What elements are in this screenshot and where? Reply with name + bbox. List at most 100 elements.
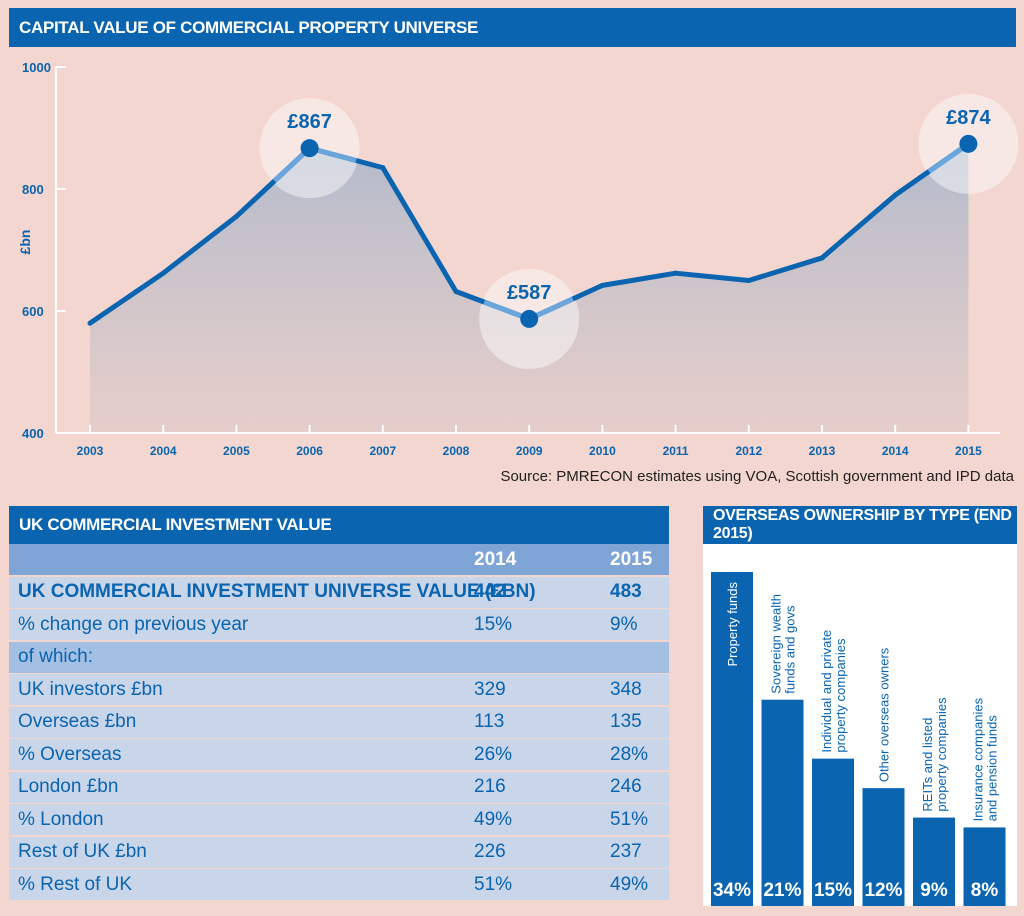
ownership-bar (913, 817, 955, 906)
table-column-header: 2014 (474, 548, 517, 570)
y-tick-label: 600 (22, 304, 44, 319)
value-2015: 246 (610, 776, 642, 797)
line-chart-title: CAPITAL VALUE OF COMMERCIAL PROPERTY UNI… (9, 8, 1016, 47)
table-row: UK investors £bn 329 348 (9, 674, 669, 705)
value-2014: 26% (474, 743, 513, 765)
bar-category-label: Individual and private property companies (819, 630, 848, 753)
line-area-fill (90, 143, 969, 434)
bar-category-text: Individual and private (819, 630, 834, 753)
table-row: Rest of UK £bn 226 237 (9, 836, 669, 868)
bar-value-label: 34% (713, 880, 751, 901)
ownership-bar (711, 572, 753, 906)
bar-category-text: and pension funds (985, 715, 1000, 822)
row-label: % change on previous year (18, 613, 249, 635)
bar-category-text: Other overseas owners (877, 647, 892, 782)
line-segment (87, 270, 166, 326)
table-row: London £bn 216 246 (9, 771, 669, 803)
row-label: UK COMMERCIAL INVESTMENT UNIVERSE VALUE … (18, 581, 536, 602)
value-2014: 442 (474, 581, 506, 602)
ownership-bar-svg: 34% Property funds 21% Sovereign wealth fund… (711, 572, 1006, 906)
ownership-bar (761, 699, 804, 906)
investment-value-table: 2014 2015 UK COMMERCIAL INVESTMENT UNIVERS… (9, 544, 669, 902)
x-tick-label: 2004 (150, 444, 177, 458)
bar-category-label: Other overseas owners (877, 647, 892, 782)
value-2014: 15% (474, 613, 513, 635)
ownership-bar (862, 788, 905, 906)
bar-category-label: Insurance companies and pension funds (971, 697, 1000, 821)
bar-category-text: funds and govs (783, 605, 798, 694)
x-tick-label: 2007 (369, 444, 396, 458)
bar-category-text: Sovereign wealth (769, 594, 784, 694)
bar-category-text: property companies (833, 638, 848, 753)
bar-category-label: REITs and listed property companies (920, 697, 949, 812)
line-segment (819, 192, 898, 261)
row-label: % London (18, 808, 104, 830)
table-row: % change on previous year 15% 9% (9, 609, 669, 640)
value-2015: 135 (610, 711, 642, 732)
bar-category-label: Sovereign wealth funds and govs (769, 594, 798, 694)
ownership-chart-title: OVERSEAS OWNERSHIP BY TYPE (END 2015) (703, 506, 1017, 544)
x-tick-label: 2005 (223, 444, 250, 458)
line-segment (599, 270, 679, 288)
line-segment (673, 270, 752, 283)
row-label: London £bn (18, 776, 119, 797)
highlight-point (300, 139, 319, 158)
value-2015: 49% (610, 873, 649, 895)
value-2014: 226 (474, 841, 506, 862)
x-tick-label: 2009 (516, 444, 543, 458)
bar-value-label: 9% (920, 880, 948, 901)
highlight-label: £867 (287, 111, 332, 133)
value-2014: 329 (474, 678, 506, 700)
bar-value-label: 8% (971, 880, 999, 901)
table-row: % Overseas 26% 28% (9, 739, 669, 770)
table-row: of which: (9, 641, 669, 673)
bar-category-text: REITs and listed (920, 718, 935, 812)
line-segment (380, 165, 459, 294)
highlight-point (520, 309, 539, 328)
value-2015: 237 (610, 841, 642, 862)
x-tick-label: 2015 (955, 444, 982, 458)
line-segment (746, 255, 825, 283)
row-label: UK investors £bn (18, 678, 163, 700)
value-2014: 216 (474, 776, 506, 797)
y-tick-label: 1000 (22, 60, 51, 75)
value-2014: 113 (474, 711, 505, 732)
highlight-point (959, 134, 978, 153)
table-row: Overseas £bn 113 135 (9, 706, 669, 738)
chart-source-note: Source: PMRECON estimates using VOA, Sco… (500, 468, 1014, 485)
row-label: Overseas £bn (18, 711, 137, 732)
x-tick-label: 2003 (77, 444, 104, 458)
value-2015: 51% (610, 808, 649, 830)
value-2014: 51% (474, 873, 513, 895)
value-2015: 9% (610, 613, 638, 635)
bar-category-text: Property funds (725, 582, 740, 667)
bar-category-text: property companies (934, 697, 949, 812)
row-label: % Rest of UK (18, 873, 133, 895)
x-tick-label: 2008 (443, 444, 470, 458)
x-tick-label: 2010 (589, 444, 616, 458)
highlight-label: £874 (946, 107, 991, 129)
ownership-bar-chart: 34% Property funds 21% Sovereign wealth fund… (703, 544, 1017, 906)
table-header-row: 2014 2015 (9, 544, 669, 575)
y-tick-label: 400 (22, 426, 44, 441)
table-column-header: 2015 (610, 548, 653, 570)
row-label: Rest of UK £bn (18, 841, 147, 862)
table-row: % Rest of UK 51% 49% (9, 869, 669, 900)
row-label: % Overseas (18, 743, 122, 765)
y-tick-label: 800 (22, 182, 44, 197)
x-tick-label: 2011 (663, 444, 689, 458)
ownership-bar (812, 758, 854, 906)
bar-value-label: 12% (864, 880, 902, 901)
value-2015: 28% (610, 743, 649, 765)
bar-value-label: 15% (814, 880, 852, 901)
x-tick-label: 2006 (296, 444, 323, 458)
table-row: UK COMMERCIAL INVESTMENT UNIVERSE VALUE … (9, 576, 669, 608)
x-tick-label: 2014 (882, 444, 909, 458)
bar-value-label: 21% (763, 880, 801, 901)
bar-category-text: Insurance companies (971, 697, 986, 821)
table-row: % London 49% 51% (9, 804, 669, 835)
y-axis-label: £bn (17, 230, 33, 255)
capital-value-line-chart: 400 600 800 1000 £bn 2003 2004 2005 2006 2007 2008… (17, 60, 1019, 458)
table-title: UK COMMERCIAL INVESTMENT VALUE (9, 506, 669, 544)
x-tick-label: 2013 (809, 444, 836, 458)
